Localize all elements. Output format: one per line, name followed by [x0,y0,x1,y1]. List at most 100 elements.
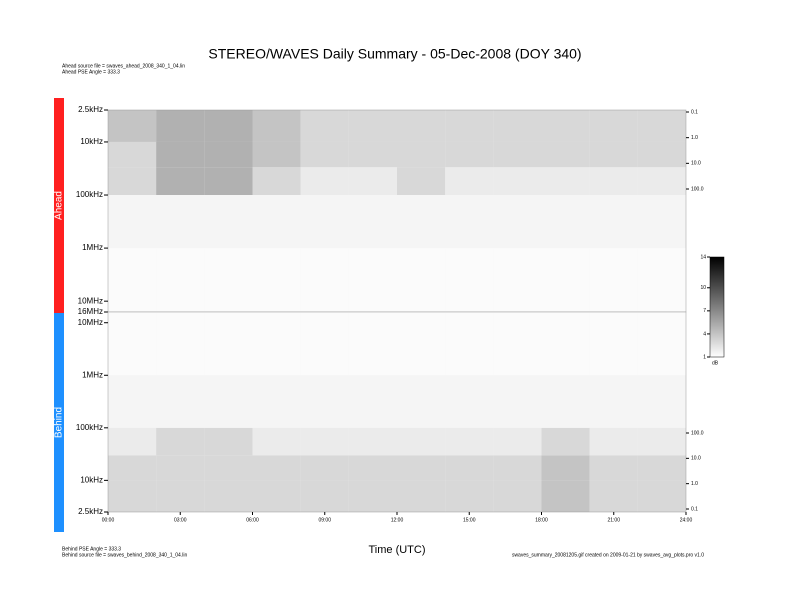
heatmap-cell [445,195,494,249]
heatmap-cell [493,312,542,376]
heatmap-cell [300,480,349,512]
heatmap-cell [252,248,301,312]
heatmap-cell [108,455,157,481]
heatmap-cell [445,141,494,168]
source-note: Behind PSE Angle = 333.3 [62,546,121,552]
y-tick-label: 10kHz [80,475,103,484]
heatmap-cell [156,427,205,456]
source-note: Ahead PSE Angle = 333.3 [62,69,120,75]
colorbar [709,256,725,358]
heatmap-cell [204,141,253,168]
heatmap-cell [445,427,494,456]
heatmap-cell [637,375,686,428]
heatmap-cell [348,480,397,512]
heatmap-cell [108,195,157,249]
colorbar-tick-label: 14 [700,254,706,260]
heatmap-cell [637,110,686,142]
heatmap-cell [300,312,349,376]
heatmap-cell [204,375,253,428]
footer-note: swaves_summary_20081205.gif created on 2… [512,552,704,558]
heatmap-cell [156,312,205,376]
y2-tick-label: 0.1 [691,109,698,115]
x-tick-label: 12:00 [391,517,404,523]
x-tick-label: 21:00 [607,517,620,523]
panel-band [54,313,64,532]
heatmap-cell [348,195,397,249]
heatmap-cell [493,141,542,168]
y-tick-label: 10kHz [80,137,103,146]
y-tick-label: 2.5kHz [78,507,103,516]
heatmap-cell [397,312,446,376]
heatmap-cell [252,141,301,168]
heatmap-cell [445,375,494,428]
heatmap-cell [108,141,157,168]
heatmap-cell [637,427,686,456]
y-tick-label: 100kHz [76,190,103,199]
heatmap-cell [348,455,397,481]
heatmap-cell [252,375,301,428]
heatmap-cell [156,455,205,481]
heatmap-cell [637,167,686,196]
heatmap-cell [493,167,542,196]
heatmap-cell [397,141,446,168]
heatmap-cell [397,195,446,249]
heatmap-cell [204,167,253,196]
heatmap-cell [445,110,494,142]
heatmap-cell [589,480,638,512]
heatmap-cell [252,480,301,512]
y2-tick-label: 1.0 [691,481,698,487]
x-tick-label: 24:00 [680,517,693,523]
y2-tick-label: 100.0 [691,186,704,192]
heatmap-cell [445,480,494,512]
heatmap-cell [108,375,157,428]
heatmap-cell [252,195,301,249]
heatmap-cell [541,167,590,196]
heatmap-cell [637,195,686,249]
heatmap-cell [108,427,157,456]
heatmap-cell [156,480,205,512]
heatmap-cell [156,195,205,249]
heatmap-cell [204,110,253,142]
heatmap-cell [493,110,542,142]
heatmap-cell [589,141,638,168]
panel-label: Behind [54,407,65,438]
colorbar-tick-label: 7 [703,308,706,314]
heatmap-cell [108,167,157,196]
heatmap-cell [300,167,349,196]
heatmap-cell [493,375,542,428]
heatmap-cell [397,427,446,456]
heatmap-cell [108,248,157,312]
heatmap-cell [156,110,205,142]
heatmap-cell [541,110,590,142]
heatmap-cell [204,248,253,312]
heatmap-cell [300,455,349,481]
heatmap-cell [589,248,638,312]
heatmap-cell [108,480,157,512]
heatmap-cell [204,312,253,376]
heatmap-cell [589,375,638,428]
heatmap-cell [589,167,638,196]
heatmap-cell [252,167,301,196]
heatmap-cell [397,110,446,142]
heatmap-cell [493,427,542,456]
heatmap-cell [204,195,253,249]
heatmap-cell [589,455,638,481]
y2-tick-label: 10.0 [691,456,701,462]
heatmap-cell [637,455,686,481]
heatmap-cell [397,480,446,512]
heatmap-cell [348,110,397,142]
y-tick-label: 10MHz [78,296,103,305]
y-tick-label: 2.5kHz [78,105,103,114]
heatmap-cell [637,480,686,512]
x-axis-label: Time (UTC) [368,544,425,556]
heatmap-cell [493,455,542,481]
heatmap-cell [541,248,590,312]
heatmap-cell [108,110,157,142]
colorbar-tick-label: 1 [703,354,706,360]
heatmap-cell [589,110,638,142]
y2-tick-label: 100.0 [691,430,704,436]
heatmap-cell [589,312,638,376]
heatmap-cell [300,248,349,312]
heatmap-cell [252,110,301,142]
